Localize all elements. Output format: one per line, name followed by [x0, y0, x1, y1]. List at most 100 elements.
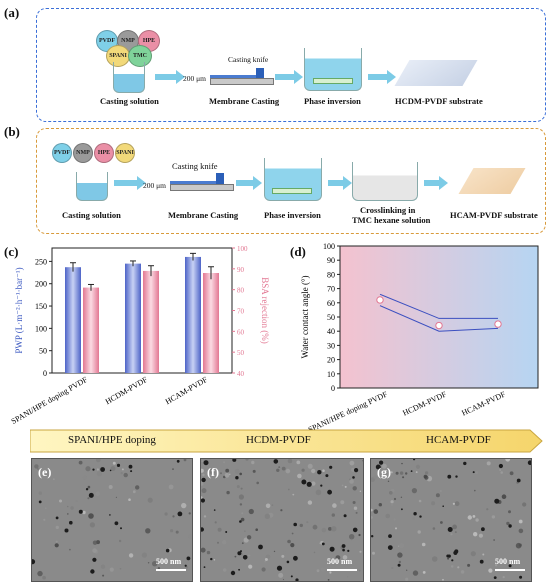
sem-pore-dark [516, 478, 521, 483]
sem-pore-dark [387, 545, 393, 550]
sem-pore [278, 466, 281, 468]
arrow-3 [368, 70, 396, 84]
sem-pore-dark [494, 498, 500, 504]
chart-c-ytick-label: 100 [35, 324, 47, 333]
contact-angle-point [435, 321, 443, 330]
scale-text-e: 500 nm [156, 557, 182, 566]
sem-pore [440, 490, 442, 492]
step-b-tmc-solution: TMC hexane solution [352, 215, 431, 225]
sem-pore [53, 478, 55, 480]
sem-pore [296, 460, 301, 465]
chart-d-ytick-label: 100 [323, 242, 335, 251]
sem-pore [350, 538, 353, 541]
sem-pore [322, 469, 325, 472]
sem-pore-dark [419, 515, 422, 518]
sem-pore [168, 484, 174, 490]
sem-pore [395, 471, 399, 475]
sem-pore-dark [238, 568, 240, 571]
sem-pore [128, 498, 131, 501]
sem-pore [316, 569, 320, 573]
scale-bar-f [327, 569, 357, 571]
sem-image-g: (g) 500 nm [370, 458, 532, 582]
sem-pore [225, 468, 230, 473]
banner-label-1: SPANI/HPE doping [68, 434, 156, 446]
sem-pore [491, 515, 496, 519]
sem-pore [358, 569, 361, 572]
sem-pore-dark [90, 569, 95, 574]
beaker-casting-solution [113, 62, 145, 93]
panel-c-label: (c) [4, 244, 19, 259]
sem-pore [224, 472, 230, 478]
sem-pore [431, 556, 438, 562]
sem-pore [109, 567, 114, 572]
step-b-casting-solution: Casting solution [62, 210, 121, 220]
beaker-b-casting [76, 172, 108, 201]
sem-pore [34, 464, 39, 469]
contact-angle-upper-band [379, 293, 498, 319]
sem-pore-dark [165, 548, 170, 553]
chart-d-xtick-label: SPANI/HPE doping PVDF [307, 389, 390, 430]
sem-pore-dark [100, 467, 105, 472]
sem-pore-dark [527, 460, 531, 465]
bsa-bar [143, 270, 159, 373]
chart-d-ytick-label: 40 [327, 327, 335, 336]
chart-c-y2tick-label: 50 [237, 349, 245, 357]
sem-pore [244, 530, 246, 532]
sem-pore [522, 502, 527, 507]
sem-pore [307, 463, 313, 469]
sem-pore-dark [32, 559, 36, 565]
sem-pore [265, 503, 271, 509]
sem-pore-dark [128, 464, 133, 469]
sem-pore [442, 578, 444, 581]
sem-pore [486, 508, 489, 511]
sem-pore-dark [342, 548, 345, 552]
sem-pore-dark [239, 520, 242, 523]
sem-pore [418, 499, 422, 503]
sem-pore [236, 485, 240, 489]
sem-pore [475, 518, 479, 522]
sem-pore [217, 541, 219, 544]
chart-d-ylabel: Water contact angle (°) [300, 275, 310, 358]
ball-tmc: TMC [128, 45, 152, 67]
sem-pore [405, 577, 409, 581]
sem-pore [331, 513, 335, 517]
sem-pore-dark [343, 514, 347, 518]
sem-pore-dark [177, 511, 183, 517]
sem-pore [299, 523, 303, 528]
sem-pore [43, 518, 46, 521]
sem-pore [239, 472, 242, 476]
sem-pore-dark [69, 520, 73, 525]
sem-pore-dark [388, 534, 392, 538]
chart-c-y2tick-label: 100 [237, 245, 248, 253]
sem-pore [234, 555, 237, 558]
chart-c-xtick-label: HCAM-PVDF [164, 375, 210, 407]
arrow-b-1 [114, 176, 146, 190]
sem-pore [315, 489, 322, 496]
sem-pore [385, 513, 390, 519]
sem-pore-dark [240, 550, 242, 553]
sem-pore [201, 488, 207, 494]
chart-c-xtick-label: SPANI/HPE doping PVDF [10, 375, 90, 426]
sem-pore [251, 460, 255, 465]
sem-pore [353, 506, 358, 510]
sem-texture-e [32, 459, 192, 580]
sem-pore [123, 472, 128, 478]
chart-d-ytick-label: 90 [327, 256, 335, 265]
sem-pore [222, 540, 227, 545]
sem-texture-f [201, 459, 363, 581]
chart-c-ylabel: PWP (L·m⁻²·h⁻¹·bar⁻¹) [14, 267, 24, 353]
scale-bar-e [156, 569, 186, 571]
sem-pore [102, 574, 105, 577]
sem-pore [282, 578, 285, 581]
sem-pore [69, 548, 71, 551]
sem-pore [340, 500, 345, 505]
sem-pore [349, 534, 355, 540]
sem-pore [327, 579, 330, 581]
sem-pore [415, 464, 421, 469]
sem-pore [118, 539, 122, 543]
sem-pore [172, 515, 175, 518]
sem-pore [82, 510, 86, 515]
sem-pore [391, 566, 394, 570]
sem-pore [474, 489, 476, 492]
sem-pore-dark [273, 459, 279, 464]
